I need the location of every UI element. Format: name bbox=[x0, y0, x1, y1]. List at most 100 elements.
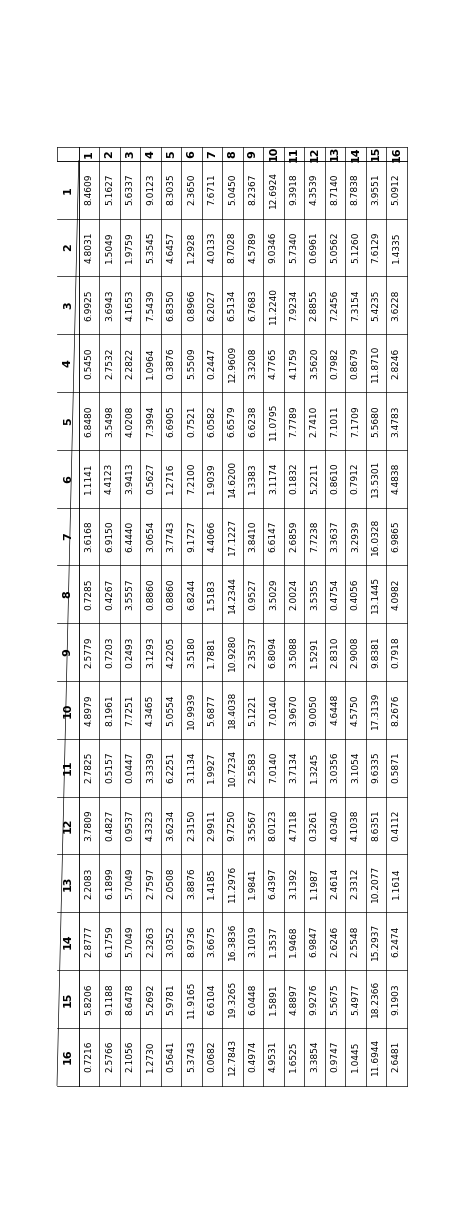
Text: 3.3208: 3.3208 bbox=[248, 348, 257, 378]
Text: 0.5450: 0.5450 bbox=[84, 348, 93, 378]
Text: 12: 12 bbox=[308, 146, 318, 162]
Text: 0.7203: 0.7203 bbox=[105, 636, 114, 668]
Text: 2.5779: 2.5779 bbox=[84, 636, 93, 668]
Text: 7.7251: 7.7251 bbox=[125, 694, 134, 726]
Text: 2.3150: 2.3150 bbox=[187, 809, 196, 841]
Text: 8.2676: 8.2676 bbox=[391, 694, 400, 726]
Text: 0.7912: 0.7912 bbox=[350, 463, 359, 494]
Text: 6.8244: 6.8244 bbox=[187, 579, 196, 610]
Text: 0.5157: 0.5157 bbox=[105, 752, 114, 783]
Text: 2.3537: 2.3537 bbox=[248, 636, 257, 668]
Text: 9.7250: 9.7250 bbox=[228, 809, 236, 841]
Text: 0.4827: 0.4827 bbox=[105, 810, 114, 841]
Text: 3.1134: 3.1134 bbox=[187, 752, 196, 783]
Text: 5.6337: 5.6337 bbox=[125, 174, 134, 206]
Text: 5.0554: 5.0554 bbox=[166, 694, 175, 726]
Text: 3.5557: 3.5557 bbox=[125, 579, 134, 610]
Text: 3.1293: 3.1293 bbox=[146, 636, 155, 668]
Text: 5.2692: 5.2692 bbox=[146, 983, 155, 1015]
Text: 1.9927: 1.9927 bbox=[207, 752, 216, 783]
Text: 4.7118: 4.7118 bbox=[289, 809, 298, 841]
Text: 6.8350: 6.8350 bbox=[166, 289, 175, 321]
Text: 0.4112: 0.4112 bbox=[391, 810, 400, 841]
Text: 6.7683: 6.7683 bbox=[248, 289, 257, 321]
Text: 5.5680: 5.5680 bbox=[370, 405, 379, 437]
Text: 4.0340: 4.0340 bbox=[329, 810, 339, 841]
Text: 1.0445: 1.0445 bbox=[350, 1040, 359, 1072]
Text: 1.3383: 1.3383 bbox=[248, 463, 257, 494]
Text: 13: 13 bbox=[63, 875, 73, 891]
Text: 2.6246: 2.6246 bbox=[329, 925, 339, 957]
Text: 8.2367: 8.2367 bbox=[248, 174, 257, 206]
Text: 6.0448: 6.0448 bbox=[248, 983, 257, 1015]
Text: 8: 8 bbox=[63, 590, 73, 599]
Text: 5.0562: 5.0562 bbox=[329, 231, 339, 263]
Text: 0.7216: 0.7216 bbox=[84, 1040, 93, 1072]
Text: 17.3139: 17.3139 bbox=[370, 692, 379, 728]
Text: 1.1614: 1.1614 bbox=[391, 868, 400, 898]
Text: 1.0964: 1.0964 bbox=[146, 348, 155, 378]
Text: 6: 6 bbox=[186, 149, 196, 158]
Text: 8.6351: 8.6351 bbox=[370, 809, 379, 841]
Text: 4.5750: 4.5750 bbox=[350, 694, 359, 726]
Text: 3.1019: 3.1019 bbox=[248, 925, 257, 957]
Text: 6.6579: 6.6579 bbox=[228, 405, 236, 437]
Text: 2.5766: 2.5766 bbox=[105, 1040, 114, 1072]
Text: 5.9781: 5.9781 bbox=[166, 983, 175, 1015]
Text: 9.8381: 9.8381 bbox=[370, 636, 379, 668]
Text: 4.3465: 4.3465 bbox=[146, 694, 155, 726]
Text: 3.4783: 3.4783 bbox=[391, 405, 400, 437]
Text: 5.1221: 5.1221 bbox=[248, 694, 257, 726]
Text: 3.5620: 3.5620 bbox=[309, 348, 318, 378]
Text: 7.6129: 7.6129 bbox=[370, 231, 379, 263]
Text: 3.9551: 3.9551 bbox=[370, 174, 379, 206]
Text: 0.0682: 0.0682 bbox=[207, 1040, 216, 1072]
Text: 6.9150: 6.9150 bbox=[105, 520, 114, 552]
Text: 4.5789: 4.5789 bbox=[248, 231, 257, 263]
Text: 7.6711: 7.6711 bbox=[207, 174, 216, 206]
Text: 9.3918: 9.3918 bbox=[289, 174, 298, 206]
Text: 7.0140: 7.0140 bbox=[268, 694, 277, 726]
Text: 6.4397: 6.4397 bbox=[268, 868, 277, 898]
Text: 9.0123: 9.0123 bbox=[146, 174, 155, 206]
Text: 3.0356: 3.0356 bbox=[329, 752, 339, 783]
Text: 1.9759: 1.9759 bbox=[125, 231, 134, 263]
Text: 11.0795: 11.0795 bbox=[268, 403, 277, 439]
Text: 17.1227: 17.1227 bbox=[228, 518, 236, 554]
Text: 7.1011: 7.1011 bbox=[329, 405, 339, 437]
Text: 7.1709: 7.1709 bbox=[350, 405, 359, 437]
Text: 6.6905: 6.6905 bbox=[166, 405, 175, 437]
Text: 0.3876: 0.3876 bbox=[166, 348, 175, 379]
Text: 6.1759: 6.1759 bbox=[105, 925, 114, 957]
Text: 2.8855: 2.8855 bbox=[309, 290, 318, 321]
Text: 5.3545: 5.3545 bbox=[146, 231, 155, 263]
Text: 0.0447: 0.0447 bbox=[125, 752, 134, 783]
Text: 2.8777: 2.8777 bbox=[84, 925, 93, 957]
Text: 13: 13 bbox=[329, 146, 339, 162]
Text: 2.6481: 2.6481 bbox=[391, 1040, 400, 1072]
Text: 8.7838: 8.7838 bbox=[350, 174, 359, 206]
Text: 6: 6 bbox=[63, 475, 73, 482]
Text: 8.7140: 8.7140 bbox=[329, 174, 339, 206]
Text: 2.8310: 2.8310 bbox=[329, 636, 339, 668]
Text: 11: 11 bbox=[63, 760, 73, 775]
Text: 4.8979: 4.8979 bbox=[84, 694, 93, 726]
Text: 7.9234: 7.9234 bbox=[289, 290, 298, 321]
Text: 6.2474: 6.2474 bbox=[391, 925, 400, 957]
Text: 6.5134: 6.5134 bbox=[228, 290, 236, 321]
Text: 14: 14 bbox=[349, 146, 359, 162]
Text: 2.9008: 2.9008 bbox=[350, 636, 359, 668]
Text: 8.1961: 8.1961 bbox=[105, 694, 114, 726]
Text: 1.3537: 1.3537 bbox=[268, 925, 277, 957]
Text: 4.0982: 4.0982 bbox=[391, 579, 400, 610]
Text: 1: 1 bbox=[84, 149, 94, 158]
Text: 3.9670: 3.9670 bbox=[289, 694, 298, 726]
Text: 0.6961: 0.6961 bbox=[309, 231, 318, 263]
Text: 3.8410: 3.8410 bbox=[248, 520, 257, 552]
Text: 3: 3 bbox=[63, 301, 73, 308]
Text: 7.3994: 7.3994 bbox=[146, 405, 155, 437]
Text: 8.7028: 8.7028 bbox=[228, 231, 236, 263]
Text: 5.0912: 5.0912 bbox=[391, 174, 400, 206]
Text: 3.3637: 3.3637 bbox=[329, 520, 339, 552]
Text: 1: 1 bbox=[63, 186, 73, 193]
